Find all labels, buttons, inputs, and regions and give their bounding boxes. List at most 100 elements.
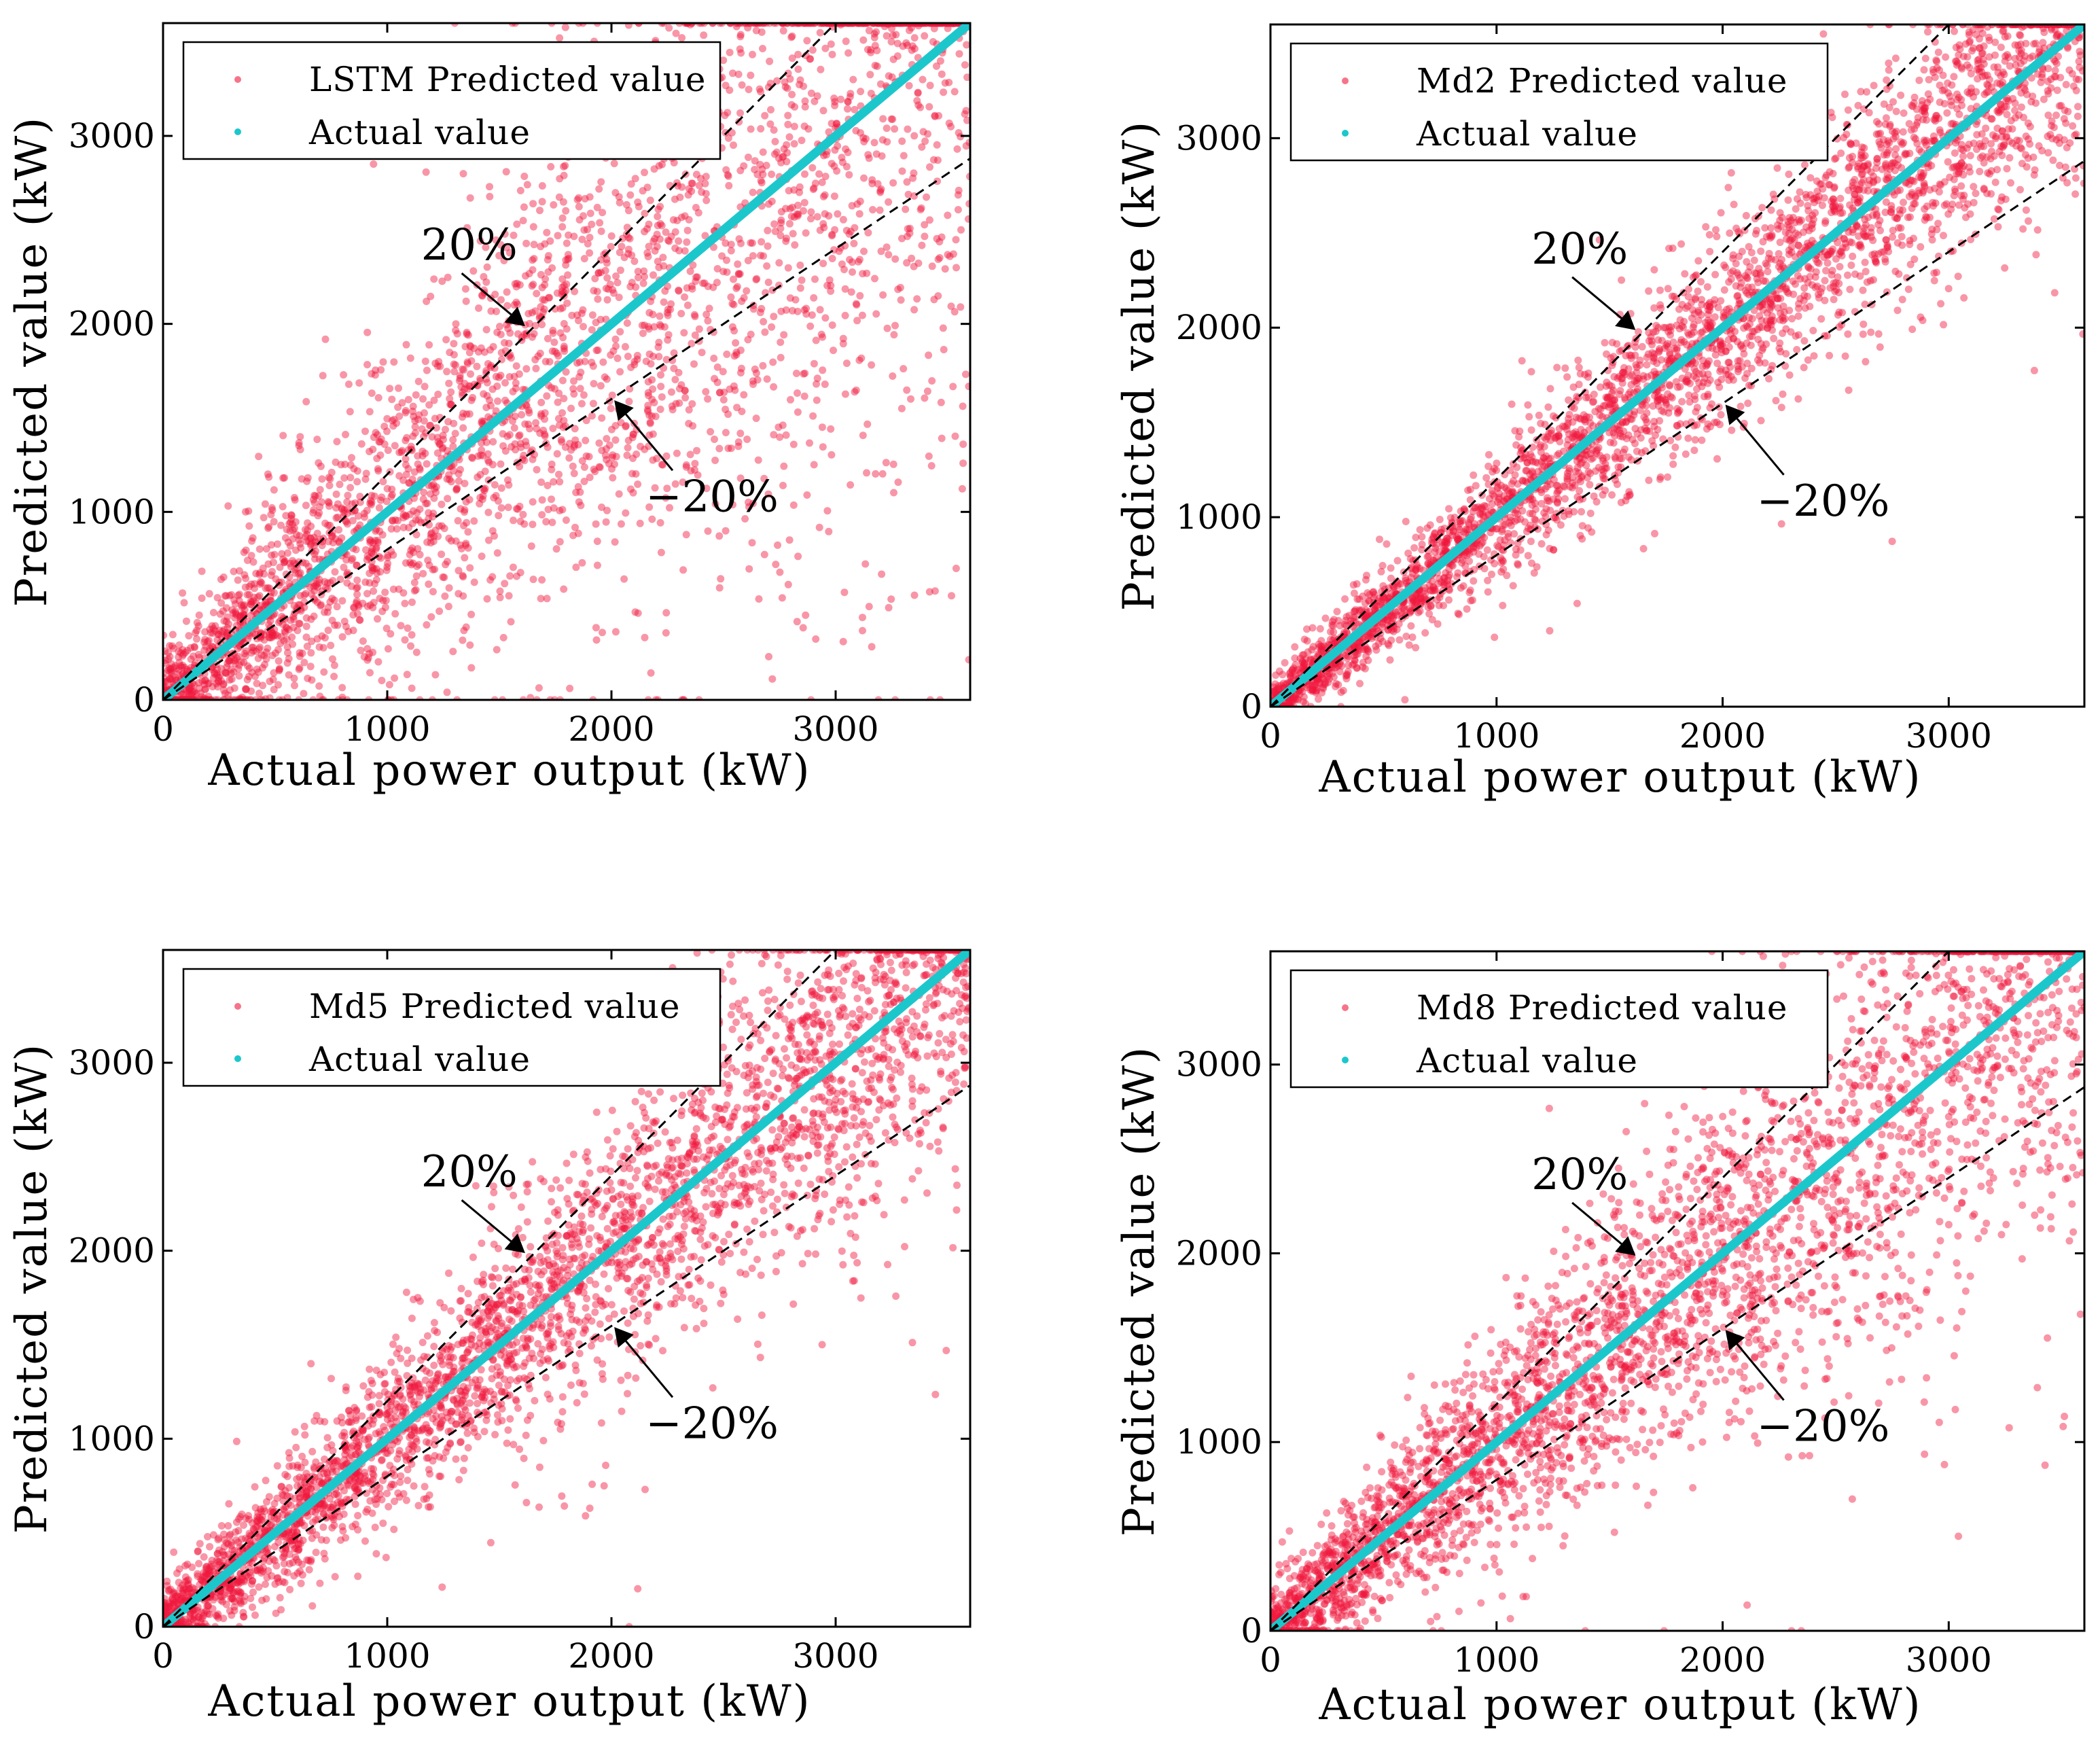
data-point [385, 681, 393, 689]
data-point [1895, 224, 1903, 232]
data-point [1924, 28, 1932, 36]
data-point [1889, 135, 1898, 143]
data-point [466, 194, 474, 202]
data-point [643, 249, 652, 257]
data-point [1951, 149, 1959, 157]
data-point [323, 579, 332, 587]
data-point [421, 449, 429, 457]
data-point [617, 419, 625, 427]
data-point [544, 482, 552, 489]
data-point [681, 247, 689, 255]
data-point [1912, 121, 1921, 129]
data-point [537, 412, 545, 420]
data-point [1988, 83, 1995, 91]
data-point [2001, 195, 2010, 203]
data-point [497, 372, 505, 379]
data-point [724, 410, 732, 419]
data-point [748, 539, 756, 547]
data-point [272, 575, 280, 583]
data-point [701, 179, 709, 188]
data-point [532, 419, 540, 427]
data-point [849, 268, 856, 276]
data-point [1552, 434, 1560, 442]
data-point [1664, 342, 1672, 351]
data-point [478, 291, 486, 299]
data-point [959, 402, 967, 410]
data-point [1299, 664, 1307, 672]
data-point [175, 641, 183, 649]
data-point [1440, 581, 1448, 588]
data-point [1776, 209, 1784, 217]
data-point [565, 454, 573, 462]
data-point [459, 636, 467, 644]
data-point [558, 304, 567, 312]
data-point [1891, 129, 1899, 137]
data-point [831, 101, 839, 109]
data-point [586, 234, 594, 241]
data-point [428, 482, 435, 490]
data-point [546, 357, 554, 366]
data-point [752, 414, 760, 423]
data-point [593, 537, 601, 546]
data-point [338, 534, 346, 542]
data-point [1499, 557, 1507, 565]
annotation-minus-20: −20% [645, 472, 779, 522]
data-point [538, 576, 546, 584]
data-point [329, 655, 336, 663]
data-point [492, 236, 500, 244]
data-point [660, 298, 668, 306]
data-point [461, 508, 468, 516]
data-point [857, 129, 864, 137]
data-point [608, 391, 616, 400]
data-point [520, 173, 529, 180]
data-point [645, 391, 652, 400]
data-point [1478, 505, 1487, 513]
data-point [579, 306, 587, 314]
data-point [1832, 255, 1840, 263]
data-point [823, 507, 832, 515]
data-point [811, 179, 819, 188]
data-point [344, 509, 352, 517]
data-point [470, 517, 478, 525]
data-point [230, 596, 238, 604]
data-point [508, 443, 515, 451]
data-point [237, 658, 245, 666]
data-point [582, 436, 590, 444]
data-point [308, 637, 316, 646]
data-point [304, 526, 311, 534]
data-point [262, 648, 270, 656]
data-point [876, 188, 885, 196]
data-point [1688, 330, 1696, 338]
data-point [1655, 347, 1663, 355]
data-point [1759, 344, 1767, 352]
data-point [275, 665, 283, 673]
data-point [910, 169, 918, 177]
data-point [768, 323, 776, 331]
data-point [466, 641, 474, 649]
data-point [1704, 370, 1712, 378]
data-point [433, 434, 442, 442]
data-point [2047, 84, 2055, 92]
data-point [586, 209, 594, 217]
data-point [628, 470, 636, 478]
data-point [1718, 376, 1726, 383]
data-point [380, 423, 389, 430]
data-point [325, 502, 333, 510]
data-point [936, 57, 944, 65]
data-point [819, 443, 827, 451]
data-point [427, 530, 435, 538]
data-point [255, 645, 263, 653]
data-point [787, 213, 796, 220]
data-point [1872, 164, 1880, 172]
data-point [777, 158, 785, 166]
data-point [554, 352, 563, 360]
data-point [1565, 507, 1573, 515]
data-point [450, 351, 458, 359]
data-point [624, 234, 633, 242]
data-point [594, 295, 602, 303]
data-point [430, 533, 438, 541]
data-point [1408, 633, 1417, 641]
data-point [213, 594, 221, 602]
data-point [1429, 533, 1438, 541]
data-point [359, 637, 367, 645]
